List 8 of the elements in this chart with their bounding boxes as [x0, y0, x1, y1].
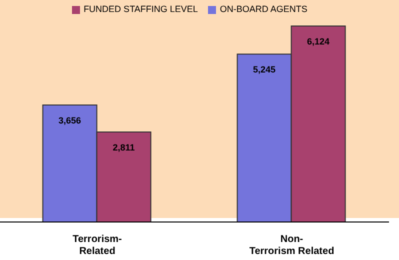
data-label: 2,811 [112, 142, 135, 152]
x-tick-label: Terrorism-Related [72, 234, 122, 257]
legend-label: FUNDED STAFFING LEVEL [84, 4, 198, 14]
x-tick-label: Non-Terrorism Related [249, 234, 334, 257]
data-label: 3,656 [58, 115, 82, 126]
data-label: 5,245 [253, 64, 276, 75]
data-label: 6,124 [307, 36, 330, 46]
legend-label: ON-BOARD AGENTS [220, 4, 308, 14]
